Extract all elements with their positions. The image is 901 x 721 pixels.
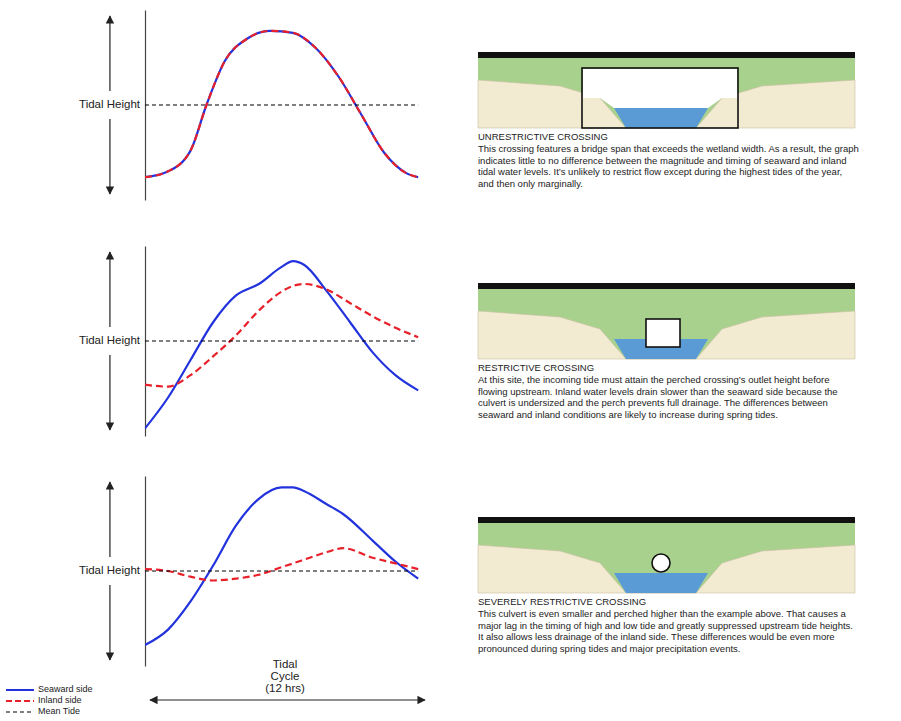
embankment xyxy=(478,58,855,128)
y-axis-title: Tidal Height xyxy=(79,564,141,576)
figure: Tidal HeightTidal HeightTidal HeightTida… xyxy=(0,0,901,721)
water xyxy=(614,108,708,128)
plot-lines xyxy=(145,261,418,428)
series-line xyxy=(145,31,418,177)
arrow xyxy=(109,16,110,91)
chart: Tidal Height TidalCycle(12 hrs) xyxy=(79,477,425,701)
embankment xyxy=(478,523,855,593)
crossing-text: At this site, the incoming tide must att… xyxy=(478,374,838,420)
crossing-text: This crossing features a bridge span tha… xyxy=(478,143,859,189)
y-axis-title: Tidal Height xyxy=(79,98,141,110)
crossing-title: UNRESTRICTIVE CROSSING xyxy=(478,131,608,142)
series-line xyxy=(145,284,418,387)
embankment xyxy=(478,289,855,359)
legend-swatch xyxy=(6,700,34,702)
plot-lines xyxy=(145,487,418,645)
chart: Tidal Height xyxy=(79,247,418,437)
bridge-opening xyxy=(582,68,738,128)
bridge-space xyxy=(583,69,737,108)
road xyxy=(478,283,855,289)
ground xyxy=(478,545,855,593)
arrow xyxy=(109,119,110,194)
series-line xyxy=(145,487,418,645)
legend-swatch xyxy=(6,689,34,691)
plot-lines xyxy=(145,31,418,177)
chart: Tidal Height xyxy=(79,11,418,201)
arrow xyxy=(109,585,110,660)
crossing-title: SEVERELY RESTRICTIVE CROSSING xyxy=(478,596,646,607)
ground xyxy=(478,311,855,359)
legend-swatch xyxy=(6,711,34,712)
crossing: RESTRICTIVE CROSSINGAt this site, the in… xyxy=(478,283,855,420)
road xyxy=(478,517,855,523)
legend-label: Inland side xyxy=(38,695,82,705)
x-range-arrow xyxy=(150,699,425,700)
legend-label: Mean Tide xyxy=(38,706,80,716)
crossing: UNRESTRICTIVE CROSSINGThis crossing feat… xyxy=(478,52,859,189)
arrow xyxy=(109,355,110,430)
box-culvert xyxy=(646,319,680,347)
round-culvert xyxy=(652,554,670,572)
series-line xyxy=(145,261,418,428)
crossing: SEVERELY RESTRICTIVE CROSSINGThis culver… xyxy=(478,517,855,654)
water xyxy=(614,573,708,593)
series-line xyxy=(145,340,418,341)
arrow xyxy=(109,252,110,327)
legend-label: Seaward side xyxy=(38,684,93,694)
series-line xyxy=(145,104,418,105)
crossing-title: RESTRICTIVE CROSSING xyxy=(478,362,594,373)
series-line xyxy=(145,548,418,580)
arrow xyxy=(109,482,110,557)
legend: Seaward sideInland sideMean Tide xyxy=(6,684,93,716)
series-line xyxy=(145,570,418,571)
road xyxy=(478,52,855,58)
series-line xyxy=(145,31,418,177)
y-axis-title: Tidal Height xyxy=(79,334,141,346)
crossing-text: This culvert is even smaller and perched… xyxy=(478,608,853,654)
x-axis-title: TidalCycle(12 hrs) xyxy=(265,658,305,694)
